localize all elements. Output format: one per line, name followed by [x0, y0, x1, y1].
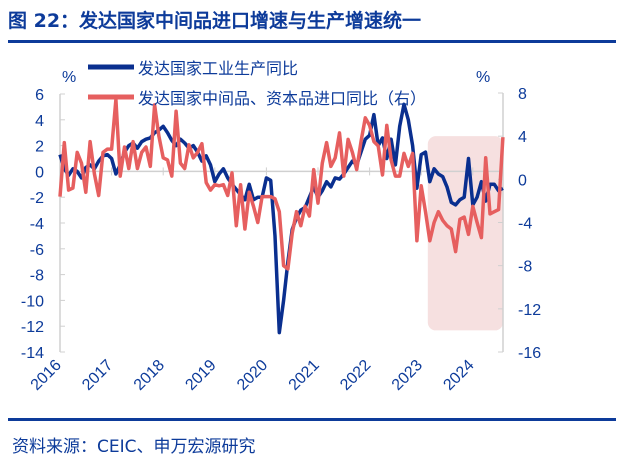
left-axis-unit: % [62, 69, 76, 86]
figure-title: 图 22：发达国家中间品进口增速与生产增速统一 [8, 10, 422, 32]
right-tick-label: 4 [518, 129, 527, 146]
legend-label-industrial: 发达国家工业生产同比 [138, 59, 298, 78]
x-tick-label: 2018 [131, 357, 168, 394]
highlight-region [427, 136, 503, 331]
left-tick-label: -8 [30, 268, 44, 285]
right-tick-label: 0 [518, 172, 527, 189]
x-tick-label: 2024 [440, 357, 477, 394]
right-tick-label: -8 [518, 259, 532, 276]
left-tick-label: -10 [21, 293, 44, 310]
right-tick-label: -12 [518, 302, 541, 319]
title-rule [8, 40, 616, 43]
left-tick-label: 2 [35, 139, 44, 156]
left-tick-label: 0 [35, 164, 44, 181]
source-rule [8, 418, 616, 421]
right-tick-label: -16 [518, 345, 541, 362]
left-tick-label: -12 [21, 319, 44, 336]
right-tick-label: -4 [518, 216, 532, 233]
left-tick-label: 6 [35, 87, 44, 104]
x-tick-label: 2019 [182, 357, 219, 394]
series-line-imports [58, 97, 505, 271]
x-tick-label: 2016 [28, 357, 65, 394]
legend-label-imports: 发达国家中间品、资本品进口同比（右） [138, 89, 426, 108]
left-tick-label: 4 [35, 113, 44, 130]
right-tick-label: 8 [518, 86, 527, 103]
x-tick-label: 2022 [337, 357, 374, 394]
left-tick-label: -4 [30, 216, 44, 233]
x-tick-label: 2020 [234, 357, 271, 394]
left-tick-label: -14 [21, 345, 44, 362]
left-tick-label: -6 [30, 242, 44, 259]
legend: 发达国家工业生产同比 发达国家中间品、资本品进口同比（右） [88, 59, 426, 108]
right-axis-unit: % [476, 69, 490, 86]
x-tick-label: 2017 [79, 357, 116, 394]
x-tick-label: 2021 [286, 357, 323, 394]
source-note: 资料来源：CEIC、申万宏源研究 [12, 437, 256, 457]
left-tick-label: -2 [30, 190, 44, 207]
x-tick-label: 2023 [389, 357, 426, 394]
